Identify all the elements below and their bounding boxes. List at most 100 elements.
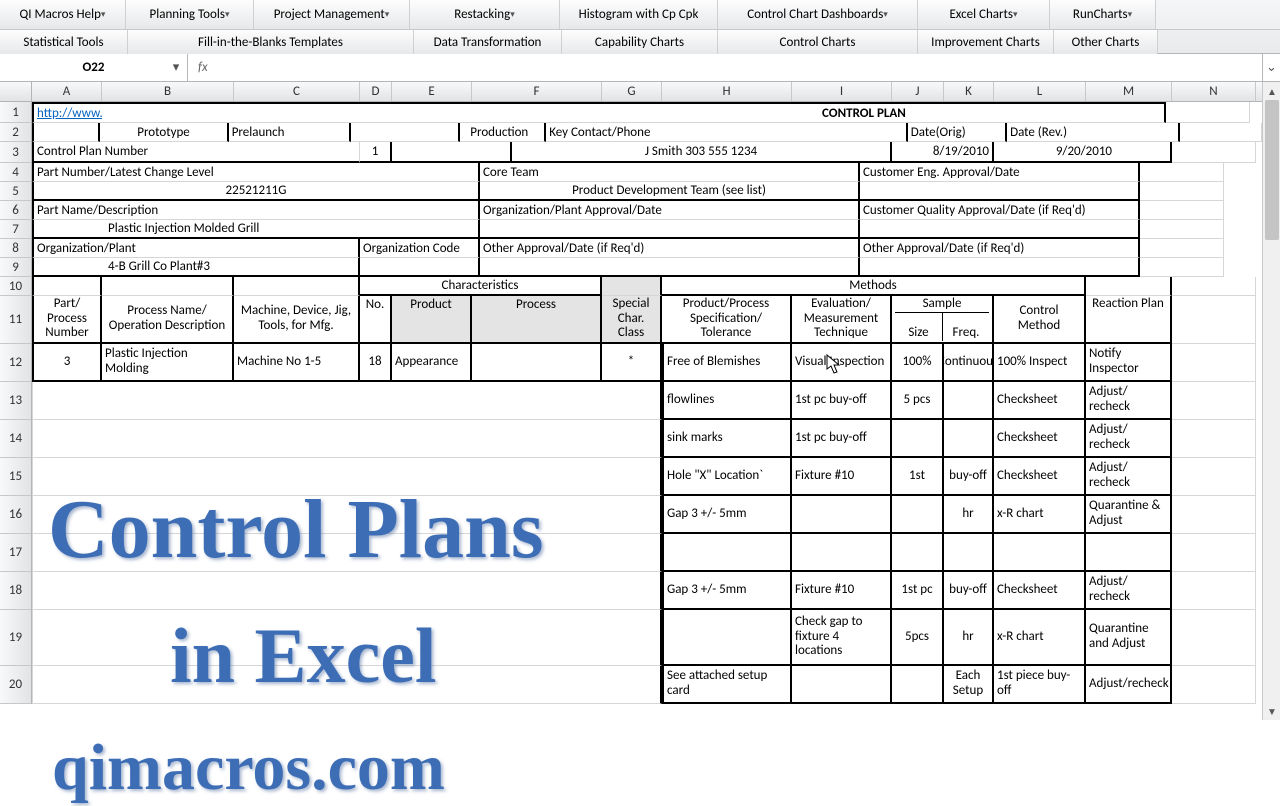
row-header-16[interactable]: 16 (0, 496, 31, 534)
table-cell[interactable] (994, 534, 1086, 572)
table-cell[interactable] (792, 534, 892, 572)
rb-control-charts[interactable]: Control Charts (718, 30, 918, 54)
table-cell[interactable] (1172, 382, 1256, 420)
col-header-A[interactable]: A (32, 82, 102, 101)
table-cell[interactable]: 3 (32, 344, 102, 382)
table-cell[interactable] (32, 610, 662, 666)
formula-expand-icon[interactable]: ⌄ (1262, 54, 1280, 82)
col-header-I[interactable]: I (792, 82, 892, 101)
table-cell[interactable]: sink marks (662, 420, 792, 458)
table-cell[interactable]: Adjust/ recheck (1086, 458, 1172, 496)
cell[interactable]: Date(Orig) (908, 123, 1007, 142)
table-cell[interactable] (944, 420, 994, 458)
cell[interactable] (102, 277, 234, 296)
table-cell[interactable] (32, 572, 662, 610)
cell[interactable] (1180, 123, 1262, 142)
col-header-G[interactable]: G (602, 82, 662, 101)
table-cell[interactable] (32, 458, 662, 496)
table-cell[interactable]: Check gap to fixture 4 locations (792, 610, 892, 666)
table-cell[interactable] (662, 610, 792, 666)
table-cell[interactable]: Gap 3 +/- 5mm (662, 572, 792, 610)
cell[interactable]: Control Plan Number (32, 142, 360, 163)
cell[interactable] (1140, 163, 1224, 182)
table-cell[interactable]: hr (944, 610, 994, 666)
table-cell[interactable]: 18 (360, 344, 392, 382)
table-cell[interactable]: 1st (892, 458, 944, 496)
cell[interactable] (102, 102, 234, 123)
cell[interactable] (234, 102, 360, 123)
table-cell[interactable] (32, 496, 662, 534)
rb-restacking[interactable]: Restacking (410, 0, 560, 29)
row-header-10[interactable]: 10 (0, 277, 31, 296)
row-header-1[interactable]: 1 (0, 102, 31, 123)
table-cell[interactable]: 100% Inspect (994, 344, 1086, 382)
table-cell[interactable]: See attached setup card (662, 666, 792, 704)
cell[interactable] (1166, 102, 1250, 123)
cell[interactable]: Customer Eng. Approval/Date (860, 163, 1140, 182)
rb-fillblanks[interactable]: Fill-in-the-Blanks Templates (128, 30, 414, 54)
row-header-11[interactable]: 11 (0, 296, 31, 344)
table-cell[interactable]: Adjust/ recheck (1086, 420, 1172, 458)
rb-runcharts[interactable]: RunCharts (1050, 0, 1156, 29)
table-cell[interactable] (32, 382, 662, 420)
table-cell[interactable]: * (602, 344, 662, 382)
table-cell[interactable]: Checksheet (994, 420, 1086, 458)
rb-data-trans[interactable]: Data Transformation (414, 30, 562, 54)
cell[interactable] (538, 123, 546, 142)
table-cell[interactable]: Each Setup (944, 666, 994, 704)
row-header-4[interactable]: 4 (0, 163, 31, 182)
table-cell[interactable] (472, 344, 602, 382)
cell[interactable]: Part Number/Latest Change Level (32, 163, 480, 182)
table-cell[interactable]: Machine No 1-5 (234, 344, 360, 382)
cell[interactable] (602, 277, 662, 296)
rb-project-mgmt[interactable]: Project Management (254, 0, 410, 29)
cell[interactable] (351, 123, 460, 142)
th-spec[interactable]: Product/Process Specification/ Tolerance (662, 296, 792, 344)
cell[interactable]: Methods (662, 277, 1086, 296)
table-cell[interactable]: Appearance (392, 344, 472, 382)
row-header-7[interactable]: 7 (0, 220, 31, 239)
cell[interactable] (1140, 201, 1224, 220)
cell[interactable] (360, 258, 480, 277)
table-cell[interactable] (892, 666, 944, 704)
th-react[interactable]: Reaction Plan (1086, 296, 1172, 344)
row-header-12[interactable]: 12 (0, 344, 31, 382)
col-header-J[interactable]: J (892, 82, 944, 101)
table-cell[interactable] (944, 534, 994, 572)
cell[interactable]: 4-B Grill Co Plant#3 (32, 258, 360, 277)
cell[interactable] (860, 220, 1140, 239)
table-cell[interactable]: Plastic Injection Molding (102, 344, 234, 382)
table-cell[interactable] (32, 666, 662, 704)
cell[interactable] (32, 123, 100, 142)
th-no[interactable]: No. (360, 296, 392, 344)
row-header-13[interactable]: 13 (0, 382, 31, 420)
table-cell[interactable]: 1st pc (892, 572, 944, 610)
th-spc[interactable]: Special Char. Class (602, 296, 662, 344)
title[interactable]: CONTROL PLAN (792, 102, 1166, 123)
table-cell[interactable] (1172, 666, 1256, 704)
cell[interactable] (1140, 220, 1224, 239)
cell[interactable]: Plastic Injection Molded Grill (32, 220, 480, 239)
row-header-15[interactable]: 15 (0, 458, 31, 496)
row-header-20[interactable]: 20 (0, 666, 31, 704)
cell[interactable] (480, 258, 860, 277)
table-cell[interactable]: Notify Inspector (1086, 344, 1172, 382)
col-header-M[interactable]: M (1086, 82, 1172, 101)
table-cell[interactable]: Checksheet (994, 458, 1086, 496)
vertical-scrollbar[interactable]: ▲ ▼ (1262, 82, 1280, 720)
table-cell[interactable] (662, 534, 792, 572)
cell[interactable] (860, 182, 1140, 201)
col-header-E[interactable]: E (392, 82, 472, 101)
table-cell[interactable] (1172, 610, 1256, 666)
name-box[interactable]: O22 ▾ (0, 54, 188, 82)
cell[interactable]: Other Approval/Date (if Req'd) (480, 239, 860, 258)
formula-input[interactable] (218, 56, 1262, 80)
col-header-L[interactable]: L (994, 82, 1086, 101)
table-cell[interactable]: buy-off (944, 572, 994, 610)
scroll-down-icon[interactable]: ▼ (1263, 702, 1280, 720)
scroll-up-icon[interactable]: ▲ (1263, 82, 1280, 100)
table-cell[interactable]: Visual Inspection (792, 344, 892, 382)
cell[interactable] (1140, 182, 1224, 201)
table-cell[interactable]: 100% (892, 344, 944, 382)
cell[interactable]: Product Development Team (see list) (480, 182, 860, 201)
